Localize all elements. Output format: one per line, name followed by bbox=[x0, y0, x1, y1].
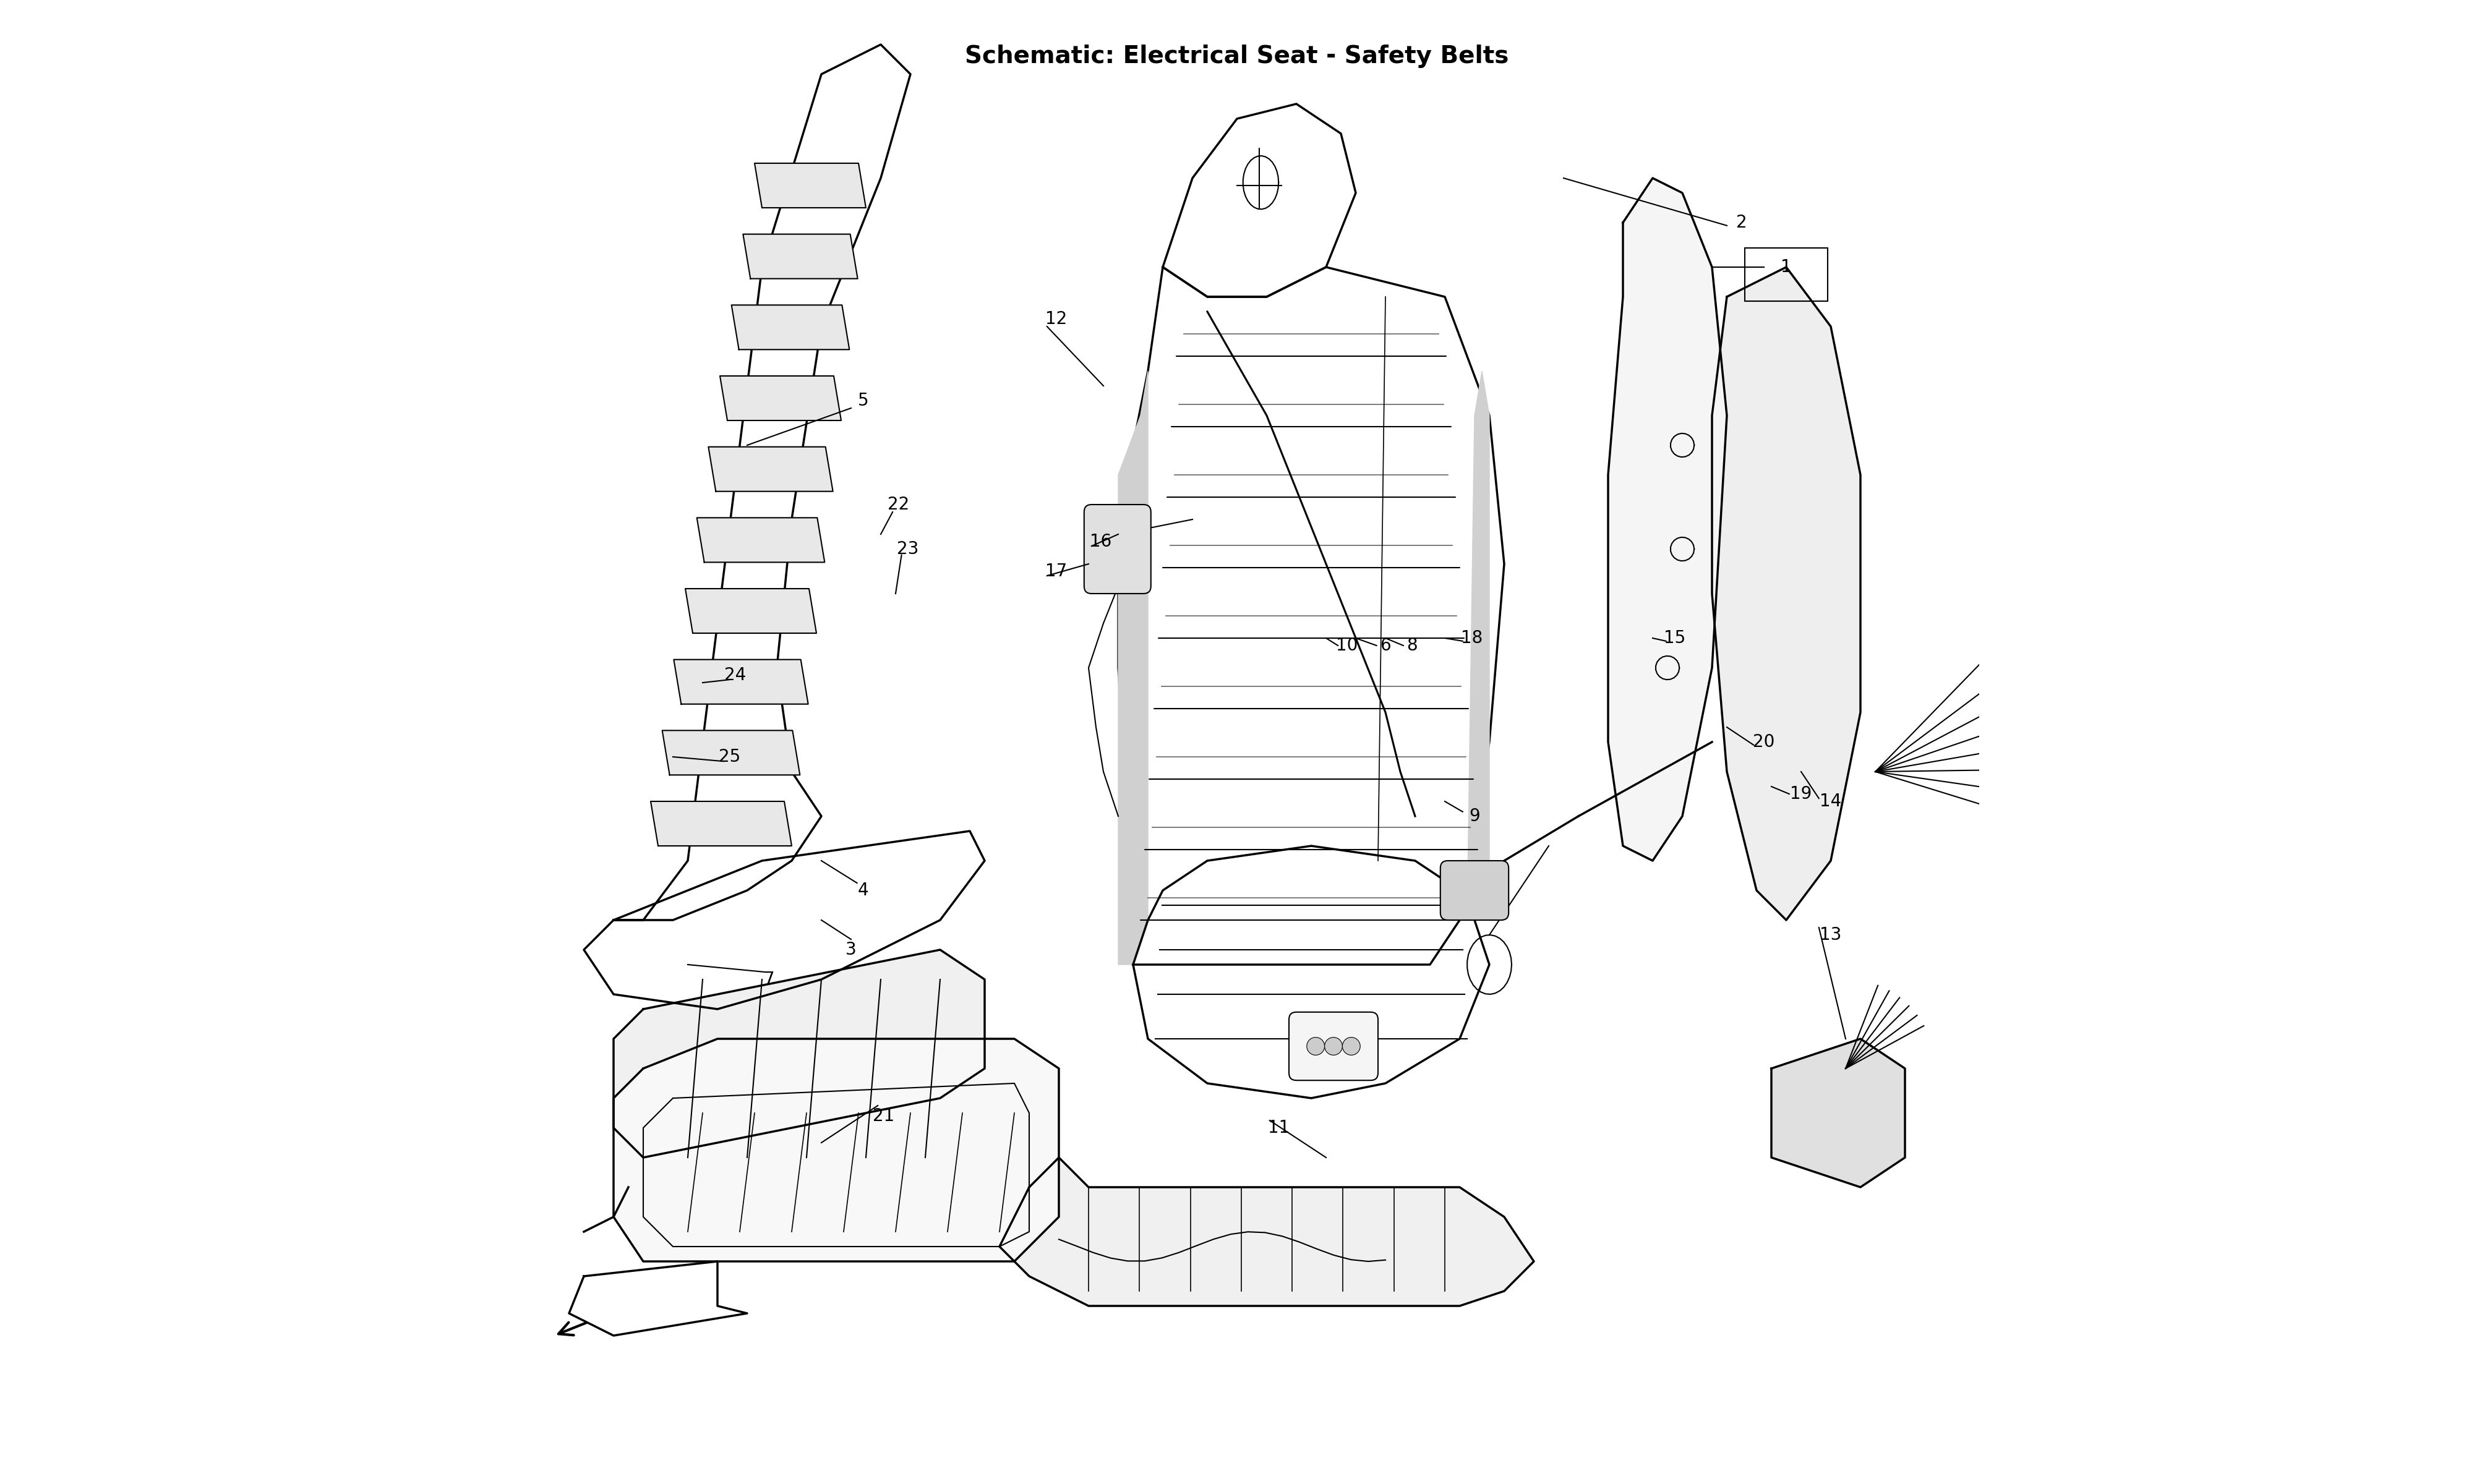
Text: 20: 20 bbox=[1754, 733, 1774, 751]
Polygon shape bbox=[1467, 371, 1489, 920]
Text: 8: 8 bbox=[1408, 637, 1418, 654]
Text: 14: 14 bbox=[1821, 792, 1841, 810]
Text: 10: 10 bbox=[1336, 637, 1358, 654]
Text: 4: 4 bbox=[858, 881, 868, 899]
Polygon shape bbox=[708, 447, 834, 491]
Polygon shape bbox=[673, 659, 809, 703]
Text: 19: 19 bbox=[1791, 785, 1811, 803]
Circle shape bbox=[1324, 1037, 1343, 1055]
Circle shape bbox=[1306, 1037, 1324, 1055]
Text: 18: 18 bbox=[1460, 629, 1482, 647]
FancyBboxPatch shape bbox=[1289, 1012, 1378, 1080]
Polygon shape bbox=[720, 375, 841, 420]
Polygon shape bbox=[663, 730, 799, 775]
Polygon shape bbox=[614, 950, 985, 1158]
Text: 13: 13 bbox=[1821, 926, 1841, 944]
Text: 11: 11 bbox=[1267, 1119, 1289, 1137]
Text: Schematic: Electrical Seat - Safety Belts: Schematic: Electrical Seat - Safety Belt… bbox=[965, 45, 1509, 68]
FancyBboxPatch shape bbox=[1440, 861, 1509, 920]
Text: 17: 17 bbox=[1044, 562, 1066, 580]
Text: 1: 1 bbox=[1781, 258, 1791, 276]
FancyBboxPatch shape bbox=[1084, 505, 1150, 594]
Circle shape bbox=[1343, 1037, 1361, 1055]
Polygon shape bbox=[614, 45, 910, 920]
Polygon shape bbox=[584, 831, 985, 1009]
Text: 7: 7 bbox=[764, 971, 774, 988]
Text: 23: 23 bbox=[896, 540, 918, 558]
Text: 24: 24 bbox=[725, 666, 747, 684]
Polygon shape bbox=[1133, 846, 1489, 1098]
Polygon shape bbox=[651, 801, 792, 846]
Polygon shape bbox=[569, 1261, 747, 1336]
Text: 22: 22 bbox=[888, 496, 910, 513]
Text: 6: 6 bbox=[1380, 637, 1390, 654]
Text: 9: 9 bbox=[1470, 807, 1479, 825]
Polygon shape bbox=[742, 234, 858, 279]
Polygon shape bbox=[1118, 371, 1148, 965]
Polygon shape bbox=[614, 1039, 1059, 1261]
Polygon shape bbox=[1712, 267, 1860, 920]
Polygon shape bbox=[732, 306, 849, 350]
Polygon shape bbox=[685, 589, 816, 634]
Polygon shape bbox=[1118, 267, 1504, 965]
Text: 16: 16 bbox=[1089, 533, 1111, 551]
Text: 5: 5 bbox=[858, 392, 868, 410]
Polygon shape bbox=[999, 1158, 1534, 1306]
Text: 3: 3 bbox=[846, 941, 856, 959]
Text: 12: 12 bbox=[1044, 310, 1066, 328]
Text: 2: 2 bbox=[1737, 214, 1747, 232]
Text: 15: 15 bbox=[1665, 629, 1685, 647]
Polygon shape bbox=[1771, 1039, 1905, 1187]
Polygon shape bbox=[1163, 104, 1356, 297]
Text: 21: 21 bbox=[873, 1107, 896, 1125]
Polygon shape bbox=[1608, 178, 1727, 861]
Polygon shape bbox=[755, 163, 866, 208]
Polygon shape bbox=[698, 518, 824, 562]
Text: 25: 25 bbox=[717, 748, 740, 766]
